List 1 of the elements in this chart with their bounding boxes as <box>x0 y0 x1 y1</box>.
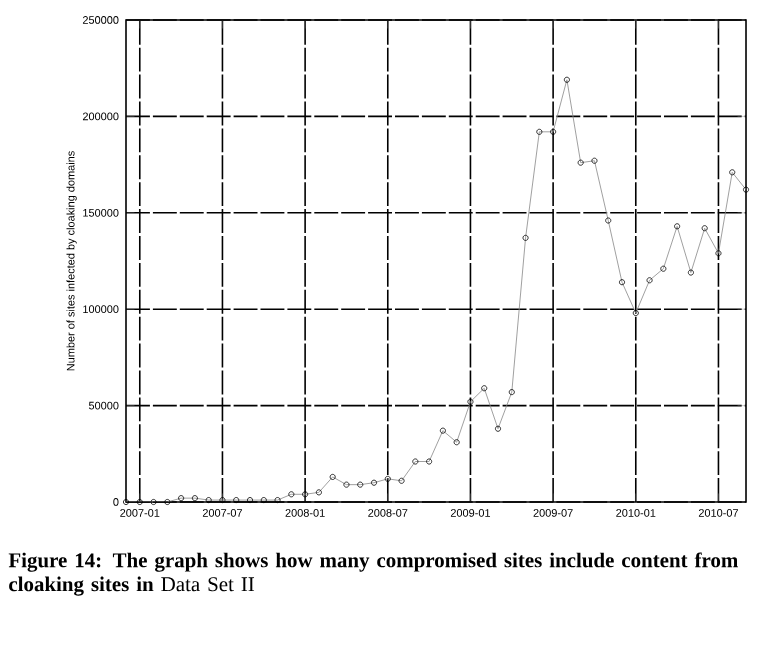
text: Figure 14: The graph shows how many compromised sites include content from cloaking sites in Data Set II <box>8 552 738 596</box>
